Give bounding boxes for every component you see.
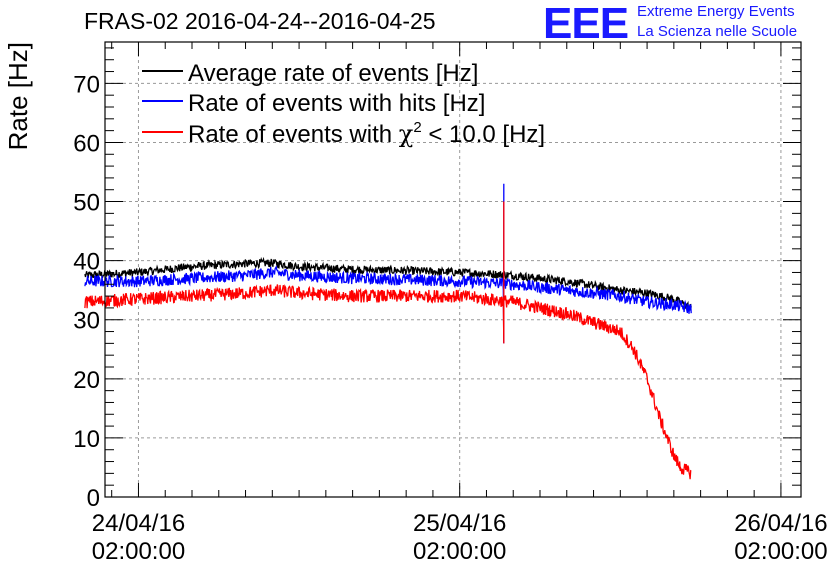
grid	[105, 42, 801, 497]
y-tick-label: 60	[73, 130, 100, 157]
eee-logo: EEE	[543, 0, 629, 48]
series-line-average	[84, 256, 692, 311]
series-line-chi2	[84, 201, 692, 480]
x-tick-time: 02:00:00	[734, 538, 827, 565]
x-tick-date: 25/04/16	[413, 510, 506, 537]
legend-label-average: Average rate of events [Hz]	[188, 60, 478, 87]
x-tick-time: 02:00:00	[413, 538, 506, 565]
legend-label-chi2: Rate of events with χ2 < 10.0 [Hz]	[188, 119, 545, 148]
x-tick-date: 26/04/16	[734, 510, 827, 537]
plot-frame	[104, 41, 802, 498]
series-group	[84, 183, 692, 480]
logo-line-1: Extreme Energy Events	[637, 3, 795, 20]
axes: 01020304050607024/04/1602:00:0025/04/160…	[73, 42, 828, 565]
y-tick-label: 10	[73, 426, 100, 453]
chart-title: FRAS-02 2016-04-24--2016-04-25	[84, 8, 436, 34]
x-tick-time: 02:00:00	[92, 538, 185, 565]
y-tick-label: 40	[73, 249, 100, 276]
logo-line-2: La Scienza nelle Scuole	[637, 23, 798, 40]
x-tick-date: 24/04/16	[92, 510, 185, 537]
y-tick-label: 0	[87, 485, 100, 512]
legend: Average rate of events [Hz] Rate of event…	[142, 60, 545, 148]
y-tick-label: 20	[73, 367, 100, 394]
series-line-hits	[84, 183, 692, 344]
legend-label-hits: Rate of events with hits [Hz]	[188, 90, 485, 117]
y-tick-label: 70	[73, 71, 100, 98]
y-axis-label: Rate [Hz]	[3, 42, 33, 150]
y-tick-label: 30	[73, 308, 100, 335]
y-tick-label: 50	[73, 190, 100, 217]
